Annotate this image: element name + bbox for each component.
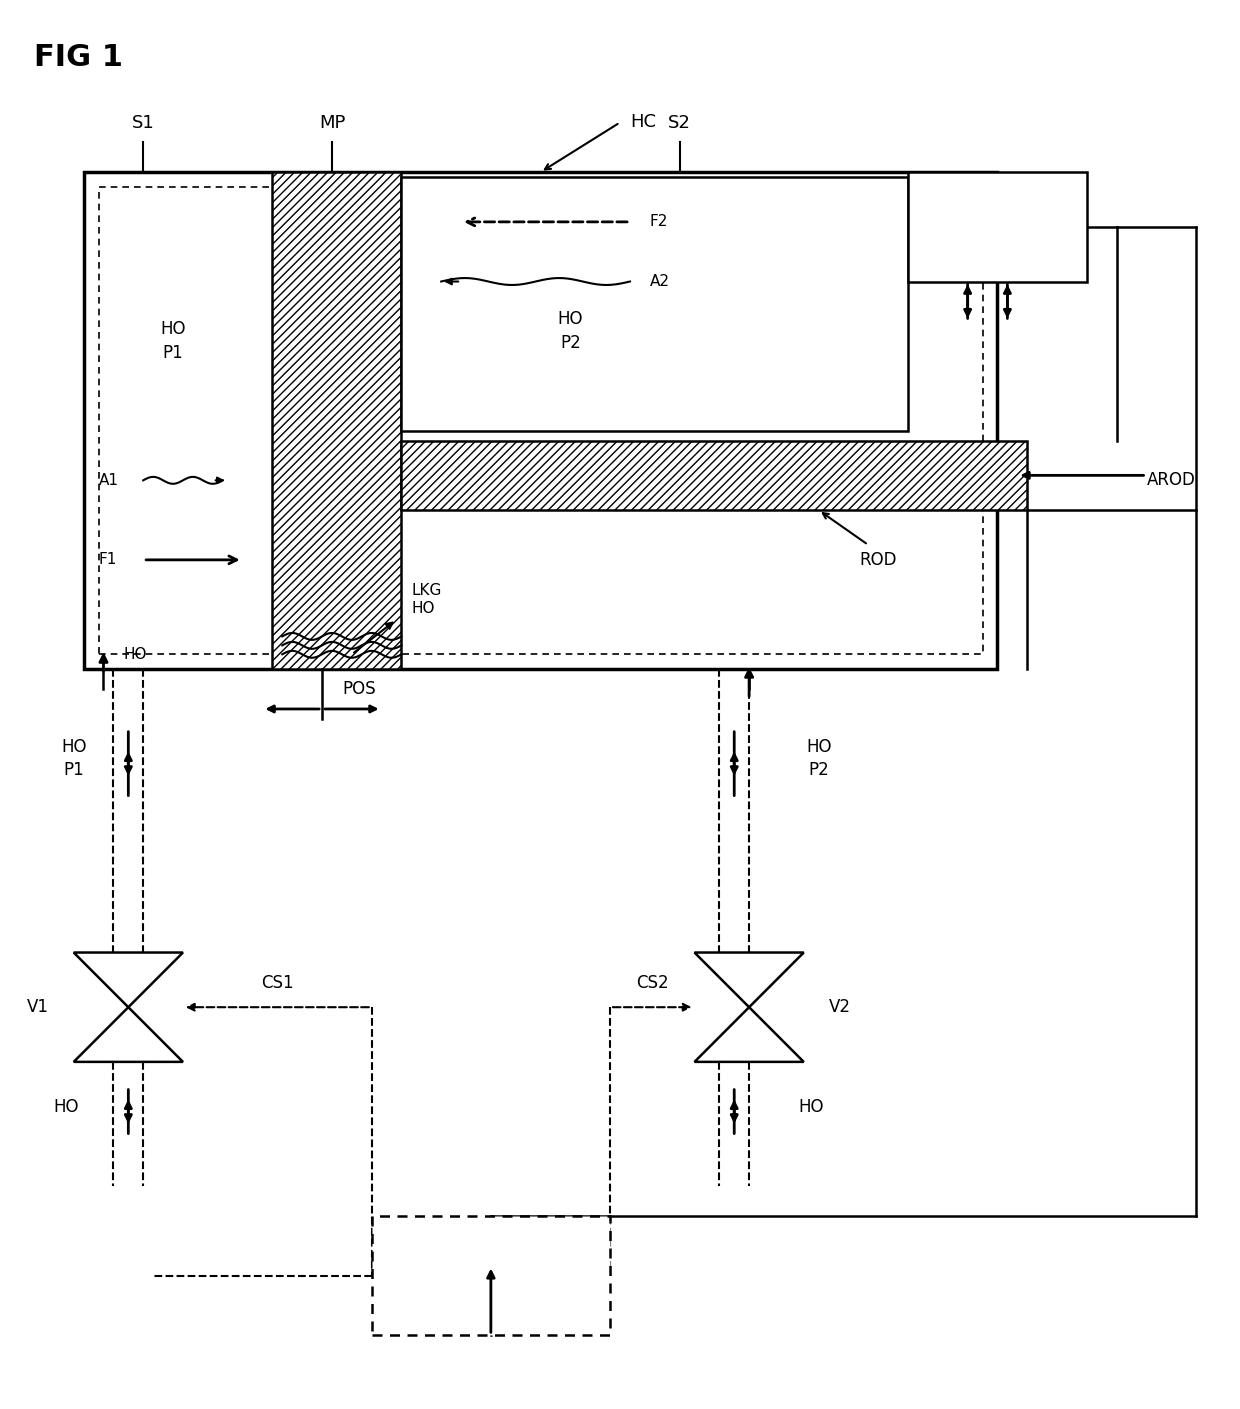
Text: S1: S1 — [131, 114, 155, 132]
Text: HO: HO — [799, 1098, 825, 1116]
Bar — [98, 187, 982, 654]
Text: F2: F2 — [650, 214, 668, 230]
Text: HO
P1: HO P1 — [160, 320, 186, 362]
Text: V2: V2 — [828, 998, 851, 1016]
Text: MP: MP — [319, 114, 345, 132]
Bar — [908, 172, 1086, 282]
Polygon shape — [694, 1007, 804, 1062]
Text: HO
P1: HO P1 — [61, 738, 87, 779]
Text: F1: F1 — [98, 552, 117, 568]
Text: CS2: CS2 — [636, 974, 668, 992]
Text: V1: V1 — [27, 998, 48, 1016]
Text: HO: HO — [123, 647, 146, 662]
Text: A2: A2 — [650, 273, 670, 289]
Text: HO
P2: HO P2 — [806, 738, 831, 779]
Text: AROD: AROD — [1147, 472, 1195, 489]
Polygon shape — [694, 952, 804, 1007]
Text: S2: S2 — [668, 114, 691, 132]
Text: POS: POS — [342, 681, 376, 697]
Bar — [402, 178, 908, 431]
Text: A1: A1 — [98, 473, 119, 488]
Bar — [273, 172, 402, 669]
Bar — [402, 441, 1027, 510]
Text: LKG
HO: LKG HO — [412, 583, 441, 616]
Polygon shape — [73, 1007, 184, 1062]
Text: HO
P2: HO P2 — [558, 310, 583, 352]
Bar — [372, 1216, 610, 1336]
Text: SEN: SEN — [980, 218, 1016, 235]
Bar — [83, 172, 997, 669]
Text: ROD: ROD — [859, 551, 897, 569]
Text: HC: HC — [630, 114, 656, 131]
Text: CONT: CONT — [465, 1267, 517, 1285]
Polygon shape — [73, 952, 184, 1007]
Text: CS1: CS1 — [260, 974, 294, 992]
Text: FIG 1: FIG 1 — [33, 42, 123, 72]
Text: HO: HO — [53, 1098, 79, 1116]
